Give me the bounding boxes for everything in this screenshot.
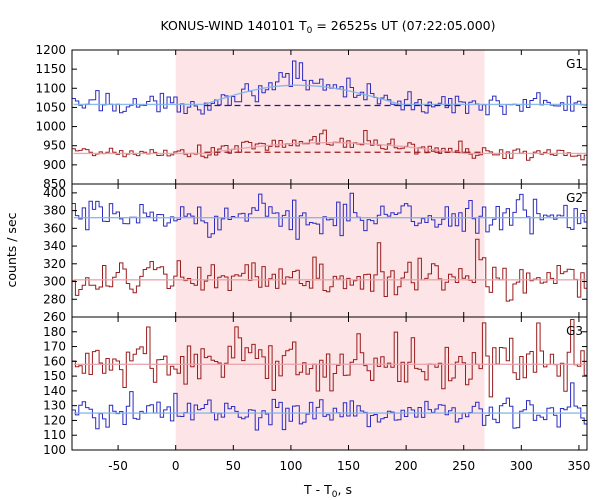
panel-frame (71, 316, 588, 451)
y-tick-label: 850 (43, 177, 66, 191)
y-tick-label: 950 (43, 139, 66, 153)
light-curve-blue-g3 (72, 382, 587, 431)
x-tick-label: 50 (226, 459, 241, 473)
y-tick-label: 130 (43, 399, 66, 413)
y-tick-label: 380 (43, 204, 66, 218)
y-axis-label: counts / sec (4, 212, 19, 287)
y-tick-label: 1200 (35, 43, 66, 57)
y-tick-label: 1150 (35, 62, 66, 76)
x-tick-label: 200 (395, 459, 418, 473)
y-tick-label: 180 (43, 325, 66, 339)
y-tick-label: 260 (43, 310, 66, 324)
y-tick-label: 360 (43, 221, 66, 235)
x-tick-label: 0 (172, 459, 180, 473)
chart-title: KONUS-WIND 140101 T0 = 26525s UT (07:22:… (160, 18, 495, 36)
y-tick-label: 1000 (35, 120, 66, 134)
y-tick-label: 1100 (35, 81, 66, 95)
light-curve-red-g1 (72, 129, 587, 161)
y-tick-label: 150 (43, 369, 66, 383)
y-tick-label: 320 (43, 257, 66, 271)
y-tick-label: 100 (43, 443, 66, 457)
y-tick-label: 170 (43, 340, 66, 354)
panel-label: G2 (566, 191, 583, 205)
panel-label: G1 (566, 57, 583, 71)
light-curve-blue-g1 (72, 60, 587, 116)
panel-g2: 260 280 300 320 340 360 380 400 G2 (43, 183, 588, 324)
x-tick-label: 350 (567, 459, 590, 473)
light-curve-red-g3 (72, 319, 587, 398)
x-tick-label: 100 (279, 459, 302, 473)
panel-g1: 850 900 950 1000 1050 1100 1150 1200 G1 (35, 43, 588, 191)
y-tick-label: 900 (43, 158, 66, 172)
y-tick-label: 400 (43, 186, 66, 200)
x-axis-label: T - T0, s (303, 482, 352, 500)
fit-blue-g1 (73, 84, 586, 106)
x-tick-label: 250 (452, 459, 475, 473)
y-tick-label: 280 (43, 292, 66, 306)
y-tick-label: 300 (43, 275, 66, 289)
x-tick-label: 300 (510, 459, 533, 473)
light-curve-blue-g2 (72, 192, 587, 240)
y-tick-label: 1050 (35, 100, 66, 114)
y-tick-label: 160 (43, 354, 66, 368)
x-tick-label: 150 (337, 459, 360, 473)
x-tick-label: -50 (108, 459, 128, 473)
y-tick-label: 120 (43, 413, 66, 427)
y-tick-label: 110 (43, 428, 66, 442)
fit-red-g1 (73, 142, 586, 155)
panel-label: G3 (566, 324, 583, 338)
y-tick-label: 140 (43, 384, 66, 398)
y-tick-label: 340 (43, 239, 66, 253)
plot-area: 85090095010001050110011501200G1260280300… (35, 43, 590, 473)
